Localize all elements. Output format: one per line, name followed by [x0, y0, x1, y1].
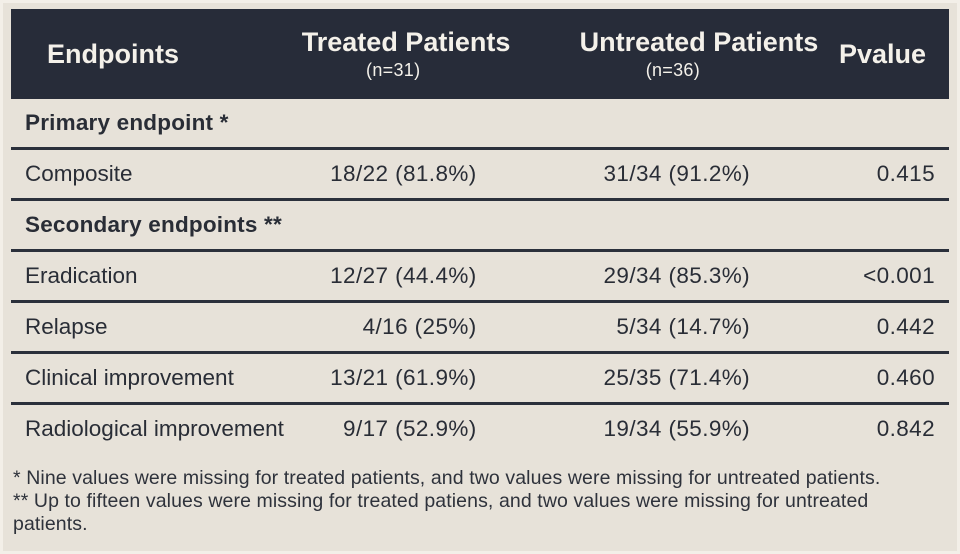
header-untreated-patients: Untreated Patients (n=36)	[484, 9, 818, 99]
cell-treated-value: 18/22 (81.8%)	[330, 161, 477, 186]
table-row: Relapse 4/16 (25%) 5/34 (14.7%) 0.442	[11, 302, 949, 353]
table-row: Radiological improvement 9/17 (52.9%) 19…	[11, 404, 949, 454]
footnotes: * Nine values were missing for treated p…	[11, 453, 949, 536]
footnote-secondary: ** Up to fifteen values were missing for…	[13, 490, 869, 535]
table-header: Endpoints Treated Patients (n=31) Untrea…	[11, 9, 949, 99]
cell-untreated-value: 31/34 (91.2%)	[603, 161, 751, 186]
cell-pvalue: 0.460	[876, 365, 935, 390]
cell-endpoint: Composite	[25, 161, 133, 186]
table-row: Clinical improvement 13/21 (61.9%) 25/35…	[11, 353, 949, 404]
section-row-secondary: Secondary endpoints **	[11, 200, 949, 251]
header-treated-n: (n=31)	[366, 60, 421, 80]
section-label: Secondary endpoints **	[25, 212, 282, 237]
cell-endpoint: Eradication	[25, 263, 138, 288]
header-pvalue-label: Pvalue	[839, 38, 927, 69]
results-table: Endpoints Treated Patients (n=31) Untrea…	[11, 9, 949, 453]
table-body: Primary endpoint * Composite 18/22 (81.8…	[11, 99, 949, 453]
header-treated-patients: Treated Patients (n=31)	[301, 9, 510, 99]
cell-untreated-value: 25/35 (71.4%)	[603, 365, 751, 390]
cell-treated-value: 13/21 (61.9%)	[330, 365, 477, 390]
cell-pvalue: 0.442	[876, 314, 935, 339]
cell-treated-value: 9/17 (52.9%)	[343, 416, 477, 441]
section-label: Primary endpoint *	[25, 110, 229, 135]
cell-treated-value: 4/16 (25%)	[362, 314, 477, 339]
header-endpoints: Endpoints	[11, 9, 302, 99]
cell-treated-value: 12/27 (44.4%)	[330, 263, 477, 288]
table-row: Eradication 12/27 (44.4%) 29/34 (85.3%) …	[11, 251, 949, 302]
cell-pvalue: 0.415	[876, 161, 935, 186]
cell-untreated-value: 5/34 (14.7%)	[616, 314, 751, 339]
footnote-primary: * Nine values were missing for treated p…	[13, 467, 881, 489]
header-pvalue: Pvalue	[766, 9, 949, 99]
cell-endpoint: Radiological improvement	[25, 416, 284, 441]
header-untreated-n: (n=36)	[645, 60, 701, 80]
header-untreated-label: Untreated Patients	[579, 27, 819, 57]
cell-pvalue: <0.001	[863, 263, 935, 288]
table-row: Composite 18/22 (81.8%) 31/34 (91.2%) 0.…	[11, 149, 949, 200]
cell-endpoint: Relapse	[25, 314, 108, 339]
header-row: Endpoints Treated Patients (n=31) Untrea…	[11, 9, 949, 99]
section-row-primary: Primary endpoint *	[11, 99, 949, 149]
header-treated-label: Treated Patients	[301, 27, 511, 57]
cell-untreated-value: 29/34 (85.3%)	[603, 263, 751, 288]
cell-untreated-value: 19/34 (55.9%)	[603, 416, 751, 441]
cell-endpoint: Clinical improvement	[25, 365, 234, 390]
header-endpoints-label: Endpoints	[47, 38, 179, 69]
cell-pvalue: 0.842	[876, 416, 935, 441]
